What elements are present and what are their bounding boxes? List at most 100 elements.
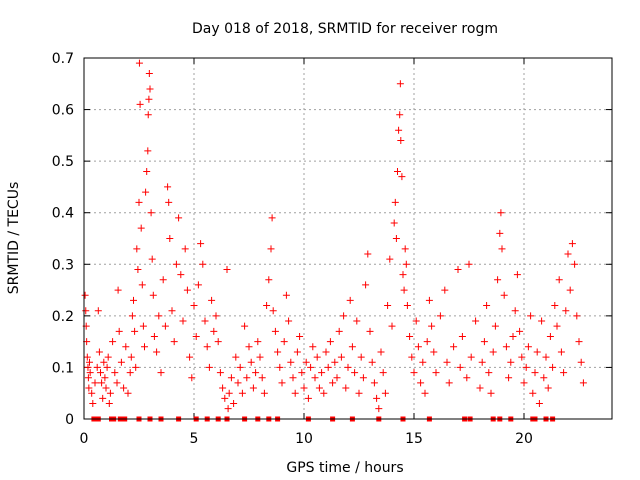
x-tick-label: 0: [80, 431, 89, 447]
data-point: [428, 322, 436, 330]
data-point: [124, 389, 132, 397]
data-point: [214, 338, 222, 346]
data-point: [102, 384, 110, 392]
data-point: [571, 260, 579, 268]
data-point: [216, 369, 224, 377]
data-point: [402, 260, 410, 268]
data-point: [485, 369, 493, 377]
data-point: [520, 379, 528, 387]
data-point: [498, 245, 506, 253]
data-point: [137, 224, 145, 232]
x-axis-label: GPS time / hours: [286, 460, 403, 476]
data-point: [491, 322, 499, 330]
data-point: [403, 302, 411, 310]
data-point: [524, 343, 532, 351]
data-point: [483, 302, 491, 310]
data-point: [105, 400, 113, 408]
data-point: [135, 59, 143, 67]
data-point: [478, 358, 486, 366]
data-point: [258, 374, 266, 382]
data-point: [144, 111, 152, 119]
data-point: [368, 358, 376, 366]
data-point: [134, 265, 142, 273]
data-point: [346, 296, 354, 304]
data-point: [549, 363, 557, 371]
plot-frame: [83, 57, 613, 420]
data-point: [172, 260, 180, 268]
data-point: [390, 219, 398, 227]
data-point: [249, 384, 257, 392]
data-point: [577, 358, 585, 366]
data-point: [575, 338, 583, 346]
data-point: [224, 405, 232, 413]
data-point: [467, 353, 475, 361]
data-point: [111, 369, 119, 377]
data-point: [529, 389, 537, 397]
data-point: [399, 271, 407, 279]
data-point: [285, 317, 293, 325]
data-point: [115, 327, 123, 335]
data-point: [100, 358, 108, 366]
data-point: [177, 271, 185, 279]
data-point: [153, 348, 161, 356]
x-tick-label: 20: [515, 431, 533, 447]
data-point: [131, 327, 139, 335]
data-point: [127, 353, 135, 361]
y-tick-label: 0.3: [52, 257, 74, 273]
data-point: [509, 332, 517, 340]
data-point: [81, 291, 89, 299]
data-point: [88, 389, 96, 397]
data-point: [254, 338, 262, 346]
data-point: [186, 353, 194, 361]
data-point: [221, 394, 229, 402]
data-point: [212, 312, 220, 320]
y-tick-label: 0.7: [52, 51, 74, 67]
data-point: [95, 348, 103, 356]
data-point: [130, 296, 137, 304]
data-point: [83, 353, 91, 361]
data-point: [143, 167, 151, 175]
data-point: [307, 363, 315, 371]
data-point: [194, 281, 202, 289]
data-point: [103, 363, 111, 371]
data-point: [412, 317, 420, 325]
data-point: [252, 369, 260, 377]
data-point: [94, 307, 102, 315]
data-point: [502, 343, 510, 351]
data-point: [99, 394, 107, 402]
data-point: [289, 374, 297, 382]
data-point: [351, 369, 359, 377]
data-point: [377, 348, 385, 356]
data-point: [282, 291, 290, 299]
data-point: [101, 374, 109, 382]
data-point: [465, 260, 473, 268]
data-point: [425, 296, 433, 304]
data-point: [326, 338, 334, 346]
data-point: [234, 379, 242, 387]
data-point: [450, 343, 458, 351]
data-point: [230, 400, 238, 408]
data-point: [414, 343, 422, 351]
data-point: [274, 348, 282, 356]
data-point: [145, 69, 153, 77]
data-point: [243, 374, 251, 382]
data-point: [287, 358, 295, 366]
data-point: [522, 363, 530, 371]
data-point: [117, 358, 125, 366]
data-point: [331, 358, 339, 366]
tick-labels: 0 0.1 0.2 0.3 0.4 0.5 0.6 0.7 0 5 10 15 20: [52, 51, 533, 447]
data-point: [269, 307, 277, 315]
data-point: [555, 276, 563, 284]
data-point: [391, 198, 399, 206]
data-point: [139, 322, 147, 330]
data-point: [147, 209, 155, 217]
data-point: [97, 369, 104, 377]
data-point: [120, 384, 128, 392]
data-point: [175, 214, 183, 222]
data-point: [109, 338, 117, 346]
y-tick-label: 0.2: [52, 309, 74, 325]
data-point: [144, 147, 152, 155]
data-point: [355, 389, 363, 397]
data-point: [370, 379, 378, 387]
data-point: [463, 374, 471, 382]
